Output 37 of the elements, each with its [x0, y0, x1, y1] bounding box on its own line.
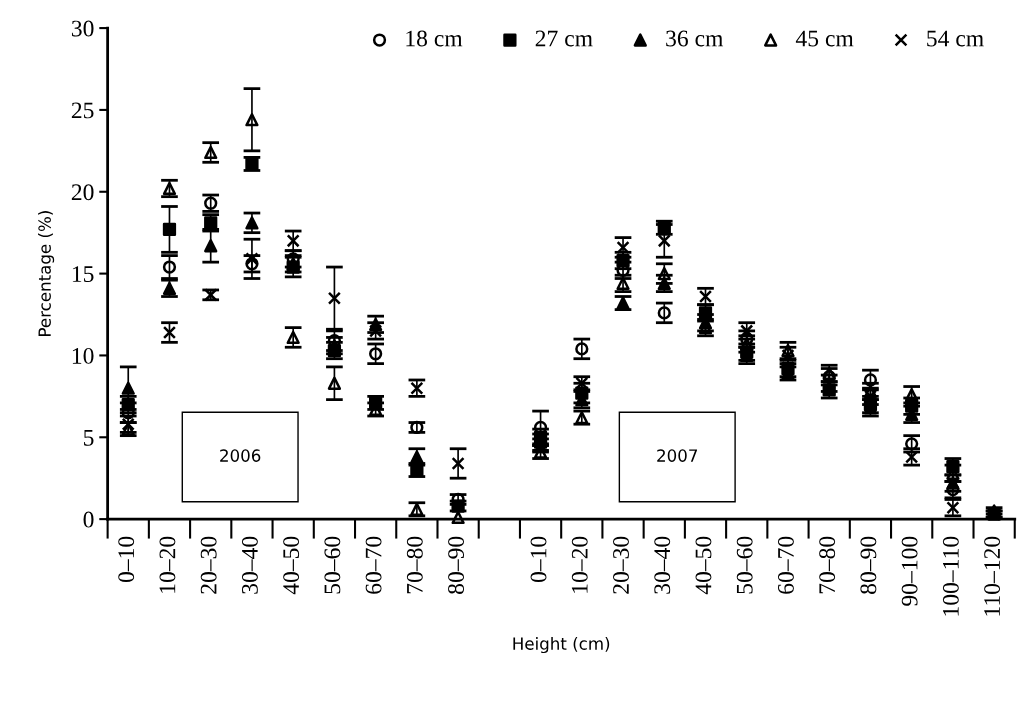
- x-tick-label: 50–60: [736, 536, 753, 594]
- y-tick-label: 25: [71, 102, 94, 119]
- x-tick-label: 70–80: [406, 536, 423, 594]
- y-tick-label: 10: [72, 347, 94, 364]
- y-axis-title: Percentage (%): [38, 211, 55, 336]
- x-axis-title: Height (cm): [513, 636, 610, 654]
- x-tick-label: 110–120: [984, 536, 1001, 616]
- legend-label: 36 cm: [666, 30, 724, 47]
- y-tick-label: 15: [72, 266, 94, 283]
- x-tick-label: 0–10: [118, 536, 135, 583]
- x-tick-label: 30–40: [654, 536, 671, 594]
- x-tick-label: 80–90: [448, 536, 465, 594]
- x-tick-label: 90–100: [901, 536, 918, 606]
- y-tick-label: 20: [71, 184, 94, 201]
- y-tick-label: 5: [84, 430, 94, 446]
- x-tick-label: 60–70: [777, 536, 794, 594]
- annotation: 2006: [220, 449, 261, 462]
- y-tick-label: 0: [83, 511, 94, 528]
- legend-label: 18 cm: [406, 30, 463, 47]
- x-tick-label: 30–40: [241, 536, 258, 594]
- x-tick-label: 20–30: [613, 536, 629, 594]
- y-tick-label: 30: [71, 20, 94, 37]
- x-tick-label: 50–60: [324, 536, 341, 594]
- legend-label: 27 cm: [535, 30, 593, 47]
- x-tick-label: 10–20: [571, 536, 588, 593]
- x-tick-label: 20–30: [200, 536, 217, 594]
- legend-label: 45 cm: [795, 30, 854, 47]
- x-tick-label: 0–10: [530, 536, 547, 583]
- x-tick-label: 70–80: [819, 536, 836, 594]
- legend-label: 54 cm: [927, 30, 984, 47]
- annotation: 2007: [657, 449, 698, 462]
- x-tick-label: 60–70: [365, 536, 382, 594]
- x-tick-label: 80–90: [860, 536, 877, 594]
- x-tick-label: 40–50: [695, 536, 712, 595]
- x-tick-label: 40–50: [283, 536, 300, 595]
- x-tick-label: 100–110: [942, 536, 959, 616]
- x-tick-label: 10–20: [159, 536, 176, 593]
